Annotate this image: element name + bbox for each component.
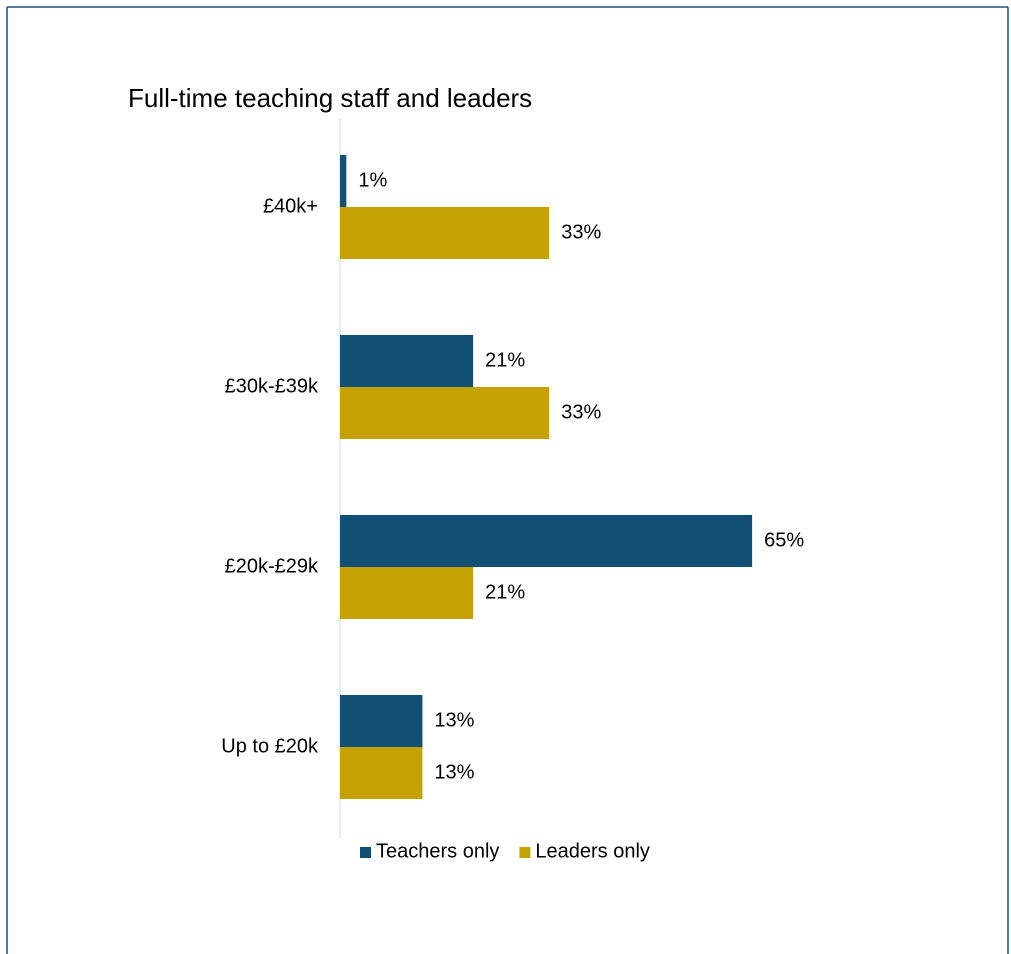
bar [340,387,550,439]
data-label: 21% [485,349,525,371]
data-label: 13% [434,761,474,783]
bar [340,567,474,619]
bar [340,335,474,387]
y-tick-label: Up to £20k [221,735,319,757]
legend-label: Teachers only [376,840,499,862]
data-label: 1% [358,169,387,191]
chart-title: Full-time teaching staff and leaders [128,83,532,113]
legend-swatch [519,847,531,858]
bar [340,207,550,259]
data-label: 33% [561,401,601,423]
data-label: 21% [485,581,525,603]
bar [340,515,753,567]
data-label: 33% [561,221,601,243]
legend-label: Leaders only [535,840,650,862]
y-tick-label: £20k-£29k [225,555,319,577]
y-tick-label: £30k-£39k [225,375,319,397]
y-tick-label: £40k+ [263,195,318,217]
bar [340,747,423,799]
data-label: 65% [764,529,804,551]
data-label: 13% [434,709,474,731]
bar [340,155,347,207]
legend-swatch [360,847,371,858]
bar [340,695,423,747]
